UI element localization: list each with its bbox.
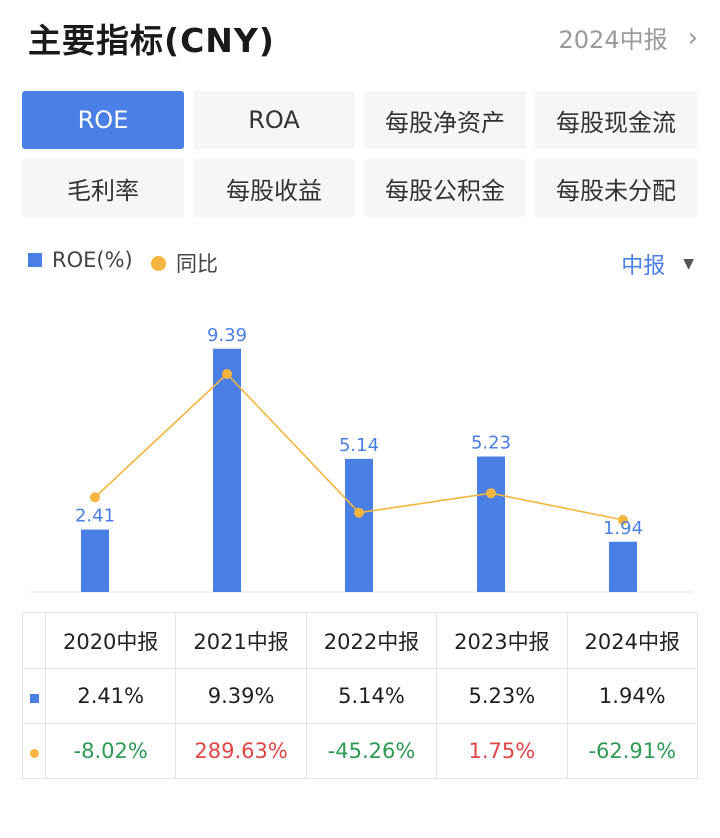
tab-cashflow-per-share[interactable]: 每股现金流 <box>535 91 697 149</box>
legend-roe-label: ROE(%) <box>52 248 133 272</box>
yoy-point <box>354 507 364 518</box>
period-dropdown-label: 中报 <box>621 254 666 279</box>
yoy-point <box>618 515 628 525</box>
tab-reserve-per-share[interactable]: 每股公积金 <box>364 159 526 217</box>
table-header: 2023中报 <box>436 612 568 669</box>
roe-bar <box>345 458 373 592</box>
table-header-row: 2020中报 2021中报 2022中报 2023中报 2024中报 <box>22 612 699 669</box>
tab-undistributed-per-share[interactable]: 每股未分配 <box>535 159 697 217</box>
metric-tabs: ROE ROA 每股净资产 每股现金流 毛利率 每股收益 每股公积金 每股未分配 <box>22 91 698 217</box>
roe-data-label: 1.94 <box>603 518 643 539</box>
table-header: 2021中报 <box>175 612 307 669</box>
tab-roa[interactable]: ROA <box>193 91 355 149</box>
roe-row-marker <box>22 668 46 724</box>
roe-bar <box>81 529 109 592</box>
table-row-yoy: -8.02% 289.63% -45.26% 1.75% -62.91% <box>22 723 699 779</box>
tab-net-assets-per-share[interactable]: 每股净资产 <box>364 91 526 149</box>
roe-data-label: 2.41 <box>75 506 115 527</box>
square-marker-icon <box>29 694 39 703</box>
roe-chart: 2.41 9.39 5.14 5.23 1.94 <box>30 325 692 593</box>
yoy-point <box>90 492 100 503</box>
roe-bar <box>477 456 505 592</box>
table-header: 2020中报 <box>44 612 177 669</box>
table-cell: -45.26% <box>305 723 438 779</box>
roe-data-label: 5.14 <box>339 435 379 456</box>
legend-bar-swatch <box>28 253 42 267</box>
header: 主要指标(CNY) 2024中报 › <box>0 0 720 80</box>
page-title: 主要指标(CNY) <box>28 21 275 60</box>
yoy-point <box>486 488 496 499</box>
legend-yoy-label: 同比 <box>176 252 218 276</box>
roe-data-label: 5.23 <box>471 433 511 454</box>
table-header: 2022中报 <box>305 612 438 669</box>
table-cell: 1.75% <box>436 723 568 779</box>
report-period-link[interactable]: 2024中报 › <box>559 20 698 55</box>
table-cell: 5.23% <box>436 668 568 724</box>
table-corner <box>22 612 46 669</box>
table-cell: 289.63% <box>175 723 307 779</box>
legend-line-swatch <box>151 255 166 271</box>
data-table: 2020中报 2021中报 2022中报 2023中报 2024中报 2.41%… <box>22 612 699 779</box>
report-period-text: 2024中报 <box>558 26 668 54</box>
chart-legend-row: ROE(%) 同比 中报 ▼ <box>28 248 694 282</box>
table-cell: -8.02% <box>44 723 177 779</box>
legend-roe: ROE(%) <box>28 248 133 272</box>
tab-roe[interactable]: ROE <box>22 91 184 149</box>
table-row-roe: 2.41% 9.39% 5.14% 5.23% 1.94% <box>22 668 699 724</box>
roe-data-label: 9.39 <box>207 325 247 346</box>
period-dropdown[interactable]: 中报 ▼ <box>621 248 694 280</box>
table-cell: 9.39% <box>175 668 307 724</box>
yoy-point <box>222 369 232 379</box>
dot-marker-icon <box>29 749 39 758</box>
table-cell: 2.41% <box>44 668 177 724</box>
table-header: 2024中报 <box>566 612 699 669</box>
roe-bar <box>213 348 241 592</box>
chevron-right-icon: › <box>687 22 698 53</box>
yoy-row-marker <box>22 723 46 779</box>
caret-down-icon: ▼ <box>683 256 694 272</box>
table-cell: 1.94% <box>566 668 699 724</box>
legend-yoy: 同比 <box>151 248 218 278</box>
table-cell: 5.14% <box>305 668 438 724</box>
table-cell: -62.91% <box>566 723 699 779</box>
tab-gross-margin[interactable]: 毛利率 <box>22 159 184 217</box>
tab-eps[interactable]: 每股收益 <box>193 159 355 217</box>
roe-bar <box>609 541 637 592</box>
